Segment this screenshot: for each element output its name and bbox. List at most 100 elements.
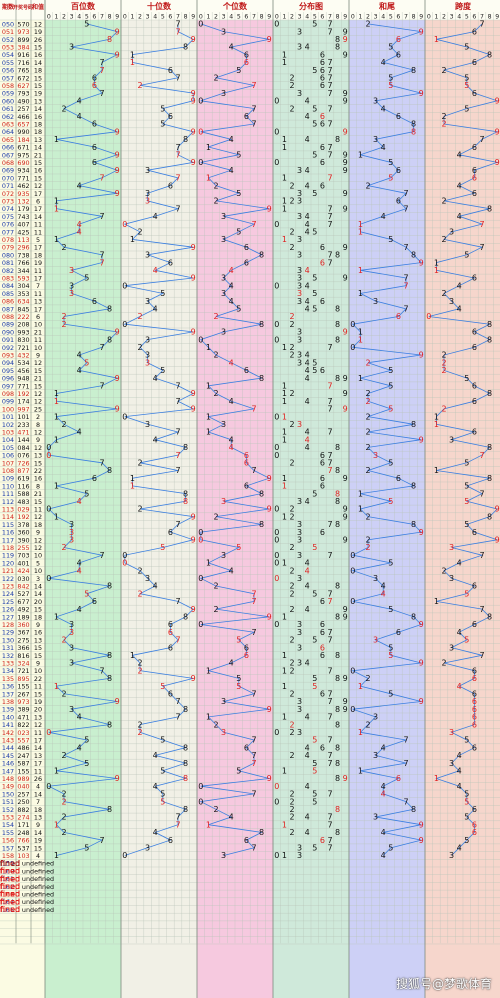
trend-digit-spans: 6 [472, 620, 477, 629]
trend-digit-hundreds: 4 [77, 559, 82, 568]
distribution-digit: 1 [282, 397, 287, 406]
sum-label: 18 [34, 806, 42, 814]
trend-digit-tens: 5 [160, 120, 165, 129]
trend-digit-units: 4 [229, 435, 234, 444]
trend-digit-sum_tails: 5 [388, 605, 393, 614]
sum-label: 13 [34, 814, 42, 822]
period-label: 085 [2, 290, 14, 298]
trend-digit-units: 0 [198, 797, 203, 806]
period-label: 131 [2, 644, 14, 652]
sum-label: 22 [34, 467, 42, 475]
trend-digit-sum_tails: undefined [0, 897, 20, 906]
period-label: 107 [2, 459, 14, 467]
distribution-digit: 3 [297, 212, 302, 221]
trend-digit-hundreds: 5 [84, 736, 89, 745]
distribution-digit: 4 [305, 559, 310, 568]
distribution-digit: 6 [320, 620, 325, 629]
period-label: 121 [2, 567, 14, 575]
distribution-digit: 0 [274, 551, 279, 560]
trend-digit-hundreds: 2 [61, 636, 66, 645]
distribution-digit: 3 [297, 697, 302, 706]
trend-digit-spans: 1 [434, 266, 439, 275]
sum-label: 19 [34, 259, 42, 267]
trend-digit-sum_tails: 1 [358, 728, 363, 737]
trend-digit-hundreds: 7 [99, 212, 104, 221]
distribution-digit: 2 [289, 81, 294, 90]
distribution-digit: 2 [289, 659, 294, 668]
distribution-digit: 7 [327, 836, 332, 845]
period-label: 083 [2, 275, 14, 283]
trend-digit-spans: 6 [472, 89, 477, 98]
trend-digit-sum_tails: 5 [388, 74, 393, 83]
trend-digit-units: 2 [213, 582, 218, 591]
number-label: 766 [17, 837, 29, 845]
distribution-digit: 5 [312, 366, 317, 375]
trend-digit-hundreds: 7 [99, 382, 104, 391]
trend-digit-spans: 3 [449, 297, 454, 306]
trend-digit-tens: 4 [153, 374, 158, 383]
trend-digit-tens: 5 [160, 790, 165, 799]
period-label: 147 [2, 767, 14, 775]
number-label: 483 [17, 498, 29, 506]
trend-digit-sum_tails: 6 [396, 312, 401, 321]
trend-digit-hundreds: undefined [0, 905, 20, 914]
trend-digit-spans: undefined [0, 859, 20, 868]
number-label: 537 [17, 844, 29, 852]
distribution-digit: 4 [305, 112, 310, 121]
trend-digit-tens: 7 [175, 813, 180, 822]
distribution-digit: 0 [274, 620, 279, 629]
trend-digit-sum_tails: 1 [358, 151, 363, 160]
section-title-units: 个位数 [222, 1, 248, 11]
period-label: 142 [2, 729, 14, 737]
number-label: 296 [17, 244, 29, 252]
sum-label: 11 [34, 683, 42, 691]
trend-digit-tens: 2 [137, 459, 142, 468]
sum-label: 13 [34, 97, 42, 105]
sum-label: 15 [34, 82, 42, 90]
trend-digit-sum_tails: undefined [0, 905, 20, 914]
number-label: 192 [17, 390, 29, 398]
distribution-digit: 1 [282, 474, 287, 483]
trend-digit-sum_tails: 3 [373, 636, 378, 645]
trend-digit-sum_tails: 0 [350, 551, 355, 560]
period-label: 119 [2, 552, 14, 560]
trend-digit-sum_tails: 2 [365, 358, 370, 367]
number-label: 378 [17, 521, 29, 529]
trend-digit-sum_tails: 1 [358, 335, 363, 344]
digit-header-units: 1 [206, 14, 210, 21]
sum-label: 14 [34, 744, 42, 752]
distribution-digit: 5 [312, 790, 317, 799]
trend-digit-tens: 7 [175, 151, 180, 160]
trend-digit-spans: 6 [472, 428, 477, 437]
period-label: 086 [2, 298, 14, 306]
trend-digit-hundreds: 4 [77, 228, 82, 237]
distribution-digit: 8 [335, 705, 340, 714]
trend-digit-sum_tails: 5 [388, 559, 393, 568]
trend-digit-tens: 3 [145, 197, 150, 206]
trend-digit-tens: 6 [168, 181, 173, 190]
trend-digit-hundreds: undefined [0, 859, 20, 868]
period-label: 097 [2, 382, 14, 390]
trend-digit-units: 2 [213, 197, 218, 206]
distribution-digit: 6 [320, 297, 325, 306]
number-label: 030 [17, 575, 29, 583]
sum-label: 17 [34, 305, 42, 313]
period-label: 139 [2, 706, 14, 714]
distribution-digit: 0 [274, 505, 279, 514]
trend-digit-units: 7 [251, 597, 256, 606]
trend-digit-hundreds: 0 [46, 782, 51, 791]
trend-digit-sum_tails: 7 [403, 797, 408, 806]
trend-digit-sum_tails: 7 [403, 189, 408, 198]
number-label: 587 [17, 760, 29, 768]
sum-label: 14 [34, 213, 42, 221]
digit-header-tens: 2 [138, 14, 142, 21]
period-label: 110 [2, 482, 14, 490]
period-label: 104 [2, 436, 14, 444]
period-label: 067 [2, 151, 14, 159]
sum-label: 5 [36, 559, 40, 567]
distribution-digit: 9 [343, 243, 348, 252]
trend-digit-units: 3 [221, 728, 226, 737]
trend-digit-spans: 5 [464, 482, 469, 491]
number-label: 672 [17, 74, 29, 82]
digit-header-sum_tails: 4 [381, 14, 385, 21]
